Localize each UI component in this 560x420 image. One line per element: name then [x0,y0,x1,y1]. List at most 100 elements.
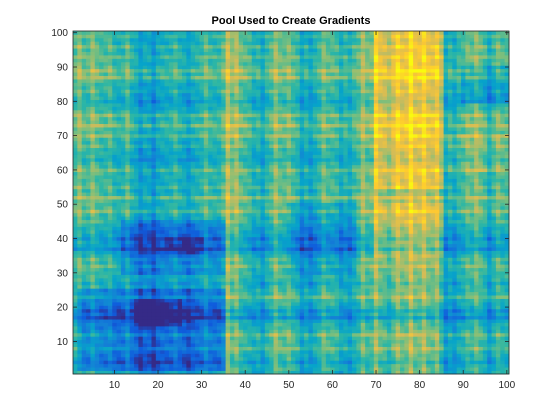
heatmap-cell [382,360,388,365]
heatmap-cell [461,329,466,334]
heatmap-cell [195,274,200,279]
heatmap-cell [391,260,397,265]
heatmap-cell [112,360,117,365]
heatmap-cell [386,209,392,214]
heatmap-cell [195,250,200,255]
heatmap-cell [369,209,375,214]
heatmap-cell [352,236,357,241]
heatmap-cell [321,226,327,231]
heatmap-cell [173,349,179,354]
heatmap-cell [173,322,179,327]
heatmap-cell [120,212,126,217]
heatmap-cell [112,367,117,371]
heatmap-cell [430,247,436,251]
heatmap-cell [164,247,170,251]
heatmap-cell [151,219,157,224]
heatmap-cell [430,223,436,227]
heatmap-cell [291,346,296,351]
heatmap-cell [347,367,353,371]
heatmap-cell [352,312,357,317]
heatmap-cell [286,205,292,210]
heatmap-cell [151,209,157,214]
heatmap-cell [487,274,492,279]
heatmap-cell [421,240,427,245]
heatmap-cell [312,360,318,365]
heatmap-cell [495,271,501,275]
heatmap-cell [299,288,305,293]
heatmap-cell [73,343,78,347]
heatmap-cell [173,281,179,286]
heatmap-cell [199,298,205,303]
heatmap-cell [256,277,261,282]
heatmap-cell [155,315,161,320]
heatmap-cell [373,209,379,214]
heatmap-cell [330,301,335,306]
heatmap-cell [330,315,335,320]
heatmap-cell [286,240,292,245]
heatmap-cell [482,295,488,299]
heatmap-cell [421,367,427,371]
heatmap-cell [360,271,366,275]
heatmap-cell [417,301,423,306]
heatmap-cell [94,363,100,368]
heatmap-cell [443,339,449,344]
heatmap-cell [256,308,261,313]
heatmap-cell [160,367,165,371]
heatmap-cell [86,212,91,217]
heatmap-cell [365,356,370,361]
heatmap-cell [356,240,362,245]
heatmap-cell [134,329,139,334]
heatmap-cell [352,298,357,303]
heatmap-cell [360,298,366,303]
heatmap-cell [160,349,165,354]
heatmap-cell [112,325,117,330]
heatmap-cell [317,356,322,361]
heatmap-cell [469,295,475,299]
heatmap-cell [325,370,331,375]
heatmap-cell [225,315,231,320]
heatmap-cell [317,305,322,310]
heatmap-cell [478,274,484,279]
heatmap-cell [352,233,357,238]
heatmap-cell [299,349,305,354]
heatmap-cell [430,229,436,234]
heatmap-cell [378,353,383,358]
heatmap-cell [426,219,431,224]
heatmap-cell [238,339,244,344]
heatmap-cell [421,291,427,296]
heatmap-cell [225,298,231,303]
heatmap-cell [417,343,423,347]
heatmap-cell [378,257,383,262]
heatmap-cell [417,346,423,351]
heatmap-cell [465,343,471,347]
heatmap-cell [500,295,506,299]
heatmap-cell [308,209,314,214]
heatmap-cell [229,257,235,262]
heatmap-cell [295,305,301,310]
heatmap-cell [208,322,213,327]
heatmap-cell [343,367,349,371]
heatmap-cell [465,271,471,275]
heatmap-cell [216,243,222,248]
heatmap-cell [77,240,83,245]
heatmap-cell [343,250,349,255]
heatmap-cell [430,216,436,221]
heatmap-cell [216,295,222,299]
heatmap-cell [482,325,488,330]
heatmap-cell [404,319,410,323]
heatmap-cell [395,271,401,275]
heatmap-cell [203,247,209,251]
heatmap-cell [264,319,270,323]
heatmap-cell [134,250,139,255]
heatmap-cell [286,325,292,330]
heatmap-cell [291,308,296,313]
heatmap-cell [308,312,314,317]
heatmap-cell [360,301,366,306]
heatmap-cell [151,325,157,330]
heatmap-cell [129,322,135,327]
heatmap-cell [199,264,205,269]
heatmap-cell [212,257,218,262]
heatmap-cell [482,257,488,262]
heatmap-cell [352,346,357,351]
heatmap-cell [86,250,91,255]
